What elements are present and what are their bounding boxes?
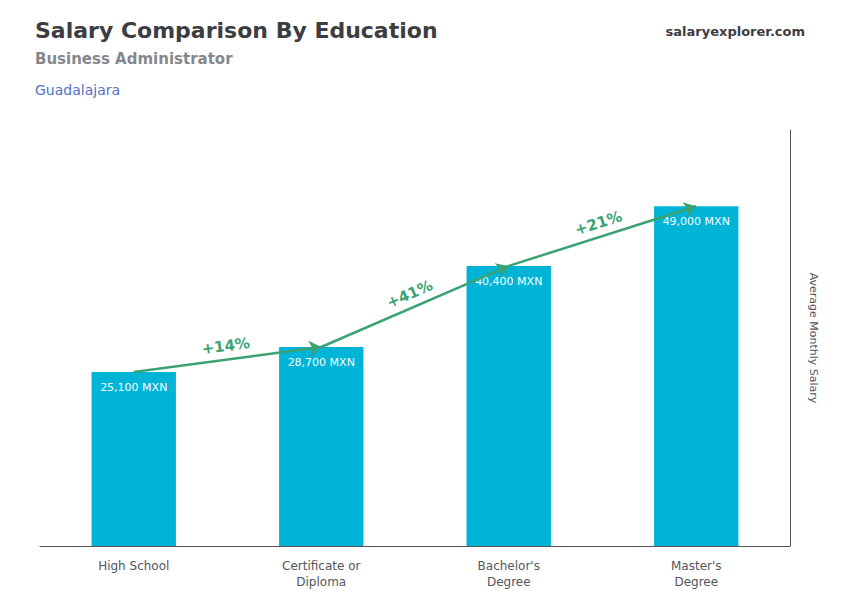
- svg-text:Guadalajara: Guadalajara: [35, 82, 120, 98]
- svg-text:Degree: Degree: [487, 575, 531, 589]
- svg-text:+21%: +21%: [573, 207, 625, 239]
- svg-text:+14%: +14%: [201, 334, 251, 358]
- svg-text:salaryexplorer.com: salaryexplorer.com: [666, 24, 805, 39]
- svg-text:49,000 MXN: 49,000 MXN: [663, 215, 730, 228]
- svg-text:High School: High School: [98, 559, 169, 573]
- svg-text:Business Administrator: Business Administrator: [35, 50, 233, 68]
- svg-text:Salary Comparison By Education: Salary Comparison By Education: [35, 18, 438, 43]
- svg-text:25,100 MXN: 25,100 MXN: [100, 381, 167, 394]
- svg-text:40,400 MXN: 40,400 MXN: [475, 274, 543, 288]
- svg-text:Average Monthly Salary: Average Monthly Salary: [807, 273, 820, 404]
- svg-text:28,700 MXN: 28,700 MXN: [288, 356, 355, 369]
- svg-text:Master's: Master's: [671, 559, 722, 573]
- svg-text:+41%: +41%: [384, 276, 436, 312]
- svg-text:Bachelor's: Bachelor's: [478, 559, 540, 573]
- svg-text:Degree: Degree: [674, 575, 718, 589]
- svg-text:Diploma: Diploma: [296, 575, 346, 589]
- svg-text:Certificate or: Certificate or: [282, 559, 360, 573]
